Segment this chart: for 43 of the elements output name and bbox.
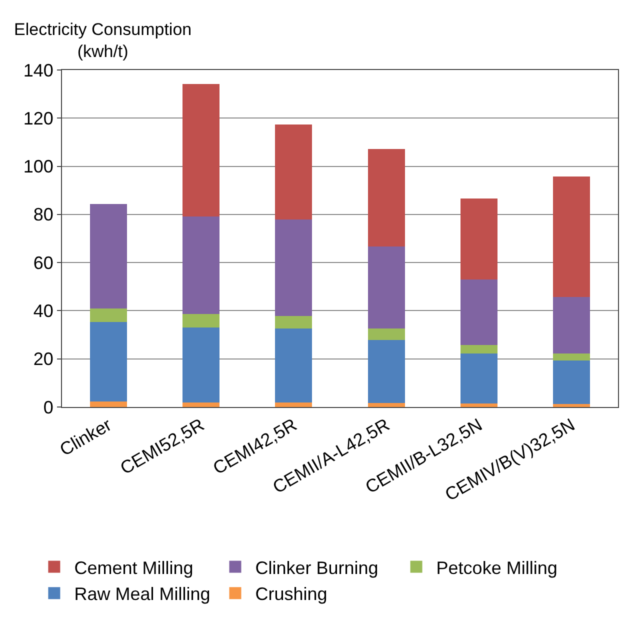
bar bbox=[182, 314, 220, 328]
bar bbox=[368, 148, 405, 246]
bar bbox=[275, 328, 312, 402]
y-axis-title: Electricity Consumption (kwh/t) bbox=[14, 20, 192, 62]
y-tick-label: 60 bbox=[33, 252, 54, 273]
bar bbox=[553, 176, 590, 297]
bar bbox=[368, 246, 405, 329]
bar bbox=[90, 322, 127, 402]
bar bbox=[90, 204, 127, 308]
legend-label: Cement Milling bbox=[74, 558, 194, 578]
bar bbox=[553, 353, 590, 361]
bar bbox=[460, 404, 498, 407]
bar bbox=[182, 216, 220, 314]
y-tick-label: 40 bbox=[33, 301, 54, 322]
bar bbox=[460, 344, 498, 354]
bar bbox=[275, 220, 312, 316]
legend-label: Raw Meal Milling bbox=[74, 584, 210, 604]
bar bbox=[368, 328, 405, 340]
bar bbox=[275, 124, 312, 220]
bar bbox=[90, 402, 127, 407]
legend-label: Clinker Burning bbox=[255, 558, 378, 578]
bar bbox=[182, 402, 220, 407]
bar bbox=[275, 316, 312, 328]
y-tick-label: 120 bbox=[23, 108, 54, 128]
bar bbox=[553, 296, 590, 354]
legend-label: Crushing bbox=[255, 584, 328, 604]
y-tick-label: 80 bbox=[33, 204, 54, 225]
y-tick-label: 100 bbox=[23, 156, 54, 177]
bar bbox=[553, 360, 590, 404]
bar bbox=[182, 327, 220, 402]
bar bbox=[368, 340, 405, 403]
bar bbox=[275, 402, 312, 407]
bar bbox=[460, 279, 498, 345]
bar bbox=[460, 354, 498, 404]
bar bbox=[182, 84, 220, 216]
y-tick-label: 140 bbox=[23, 60, 54, 80]
legend-label: Petcoke Milling bbox=[436, 558, 558, 578]
bar bbox=[553, 404, 590, 407]
y-tick-label: 20 bbox=[33, 349, 54, 370]
y-tick-label: 0 bbox=[43, 397, 54, 418]
bar bbox=[90, 308, 127, 322]
bar bbox=[368, 402, 405, 407]
bar bbox=[460, 198, 498, 280]
